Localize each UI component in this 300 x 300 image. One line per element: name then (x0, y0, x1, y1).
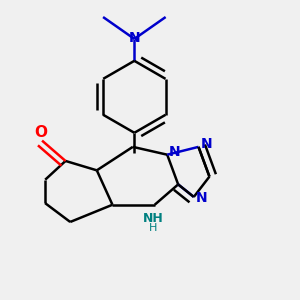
Text: O: O (34, 125, 47, 140)
Text: N: N (168, 145, 180, 159)
Text: N: N (200, 137, 212, 152)
Text: H: H (149, 223, 157, 233)
Text: N: N (196, 191, 207, 206)
Text: NH: NH (143, 212, 164, 225)
Text: N: N (128, 31, 140, 45)
